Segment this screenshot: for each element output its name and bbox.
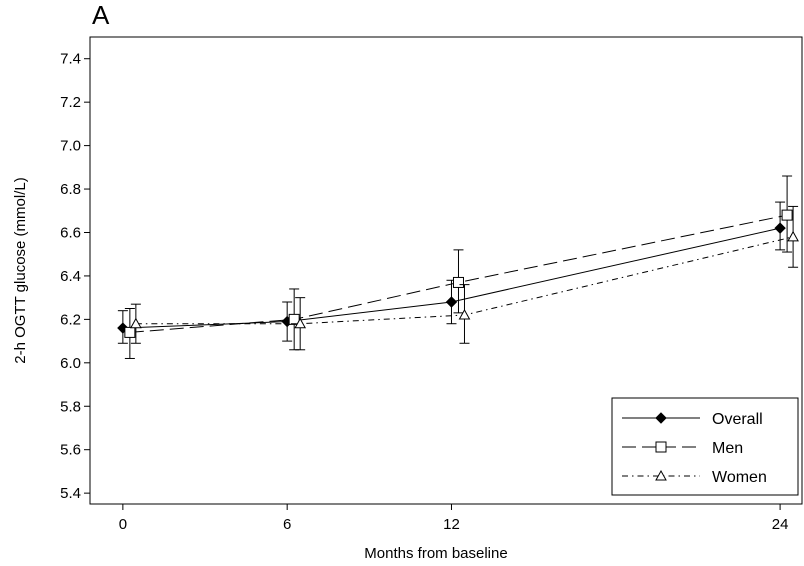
- series-overall: [117, 201, 786, 344]
- series-line: [135, 236, 794, 325]
- x-tick-label: 6: [283, 516, 291, 533]
- y-tick-label: 6.2: [60, 311, 81, 328]
- y-tick-label: 6.0: [60, 355, 81, 372]
- x-tick-label: 0: [119, 516, 127, 533]
- y-tick-label: 5.4: [60, 485, 81, 502]
- axes: 5.4 5.6 5.8 6.0 6.2 6.4 6.6 6.8 7.0 7.2 7.4 0 6 12 24 M…: [12, 36, 803, 562]
- data-point: [787, 230, 799, 242]
- data-point: [445, 296, 458, 308]
- x-axis-label: Months from baseline: [364, 545, 507, 562]
- y-tick-label: 6.8: [60, 181, 81, 198]
- y-tick-label: 5.6: [60, 442, 81, 459]
- data-point: [124, 326, 136, 338]
- legend-label: Overall: [712, 411, 763, 428]
- data-point: [774, 222, 786, 234]
- plot-frame: [89, 36, 803, 505]
- legend: Overall Men Women: [611, 397, 799, 496]
- y-tick-label: 6.4: [60, 268, 81, 285]
- y-tick-label: 7.2: [60, 94, 81, 111]
- y-tick-label: 7.0: [60, 138, 81, 155]
- legend-label: Women: [712, 469, 767, 486]
- legend-marker: [655, 441, 667, 453]
- data-point: [458, 308, 471, 320]
- data-point: [452, 276, 464, 288]
- legend-marker: [655, 412, 667, 424]
- y-axis-label: 2-h OGTT glucose (mmol/L): [12, 177, 29, 363]
- x-tick-label: 24: [772, 516, 789, 533]
- series-line: [122, 227, 781, 329]
- y-tick-label: 6.6: [60, 224, 81, 241]
- panel-label: A: [92, 0, 110, 30]
- y-tick-label: 5.8: [60, 398, 81, 415]
- x-tick-label: 12: [443, 516, 460, 533]
- legend-label: Men: [712, 440, 743, 457]
- data-point: [288, 313, 300, 325]
- data-point: [294, 317, 307, 329]
- series-line: [129, 214, 788, 333]
- data-point: [130, 317, 142, 329]
- series-men: [124, 175, 793, 359]
- legend-box: [611, 397, 799, 496]
- series-women: [130, 205, 799, 351]
- series-layer: [117, 175, 799, 359]
- legend-marker: [655, 469, 667, 481]
- y-tick-label: 7.4: [60, 51, 81, 68]
- data-point: [781, 209, 793, 221]
